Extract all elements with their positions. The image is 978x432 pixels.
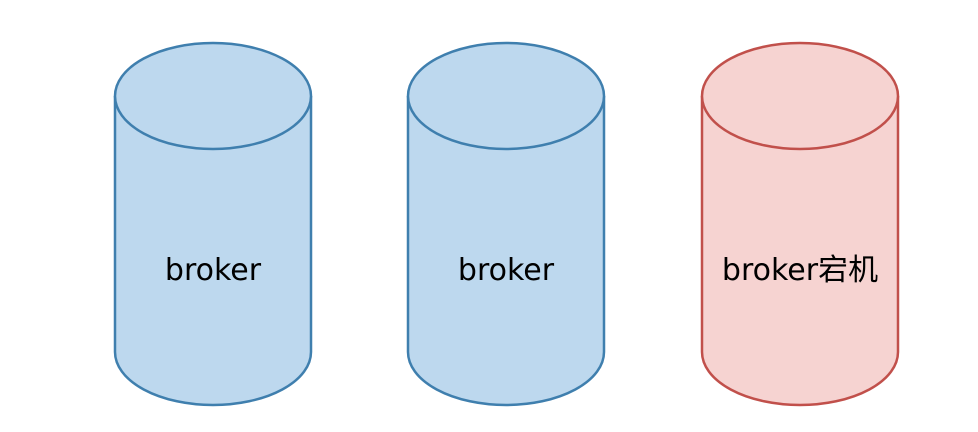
broker-2-cylinder: broker: [406, 41, 606, 407]
broker-1-label: broker: [165, 253, 262, 288]
broker-1-top: [113, 41, 313, 151]
broker-2-body: [406, 96, 606, 407]
broker-1-cylinder: broker: [113, 41, 313, 407]
broker-3-label: broker宕机: [722, 253, 878, 288]
broker-3-top: [700, 41, 900, 151]
broker-2-top: [406, 41, 606, 151]
broker-3-cylinder: broker宕机: [700, 41, 900, 407]
broker-1-body: [113, 96, 313, 407]
broker-3-body: [700, 96, 900, 407]
broker-2-label: broker: [458, 253, 555, 288]
